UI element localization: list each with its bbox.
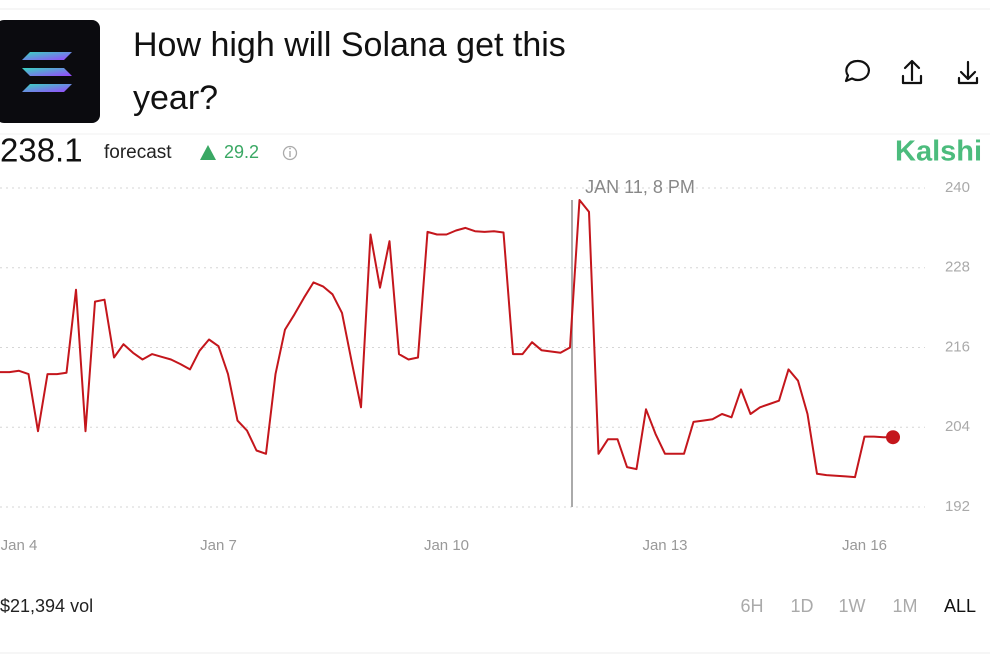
range-selector: 6H 1D 1W 1M ALL [740,596,976,616]
forecast-label: forecast [104,142,172,163]
crosshair-label: JAN 11, 8 PM [585,177,695,197]
forecast-change: 29.2 [224,142,259,162]
forecast-line [0,199,893,479]
up-arrow [200,145,216,160]
range-button[interactable]: 1M [892,596,917,616]
range-button[interactable]: 1W [839,596,866,616]
range-button[interactable]: 6H [740,596,763,616]
last-point [886,430,900,445]
y-tick-label: 228 [945,259,970,276]
download-button[interactable] [957,60,979,85]
y-tick-label: 192 [945,498,970,515]
range-button[interactable]: 1D [790,596,813,616]
brand-logo: Kalshi [895,136,982,168]
comment-button[interactable] [844,59,870,83]
market-title: year? [133,79,218,117]
info-icon[interactable] [282,145,298,161]
y-tick-label: 204 [945,418,970,435]
y-tick-label: 240 [945,179,970,196]
chart: 192 204 216 228 240 Jan 4 Jan 7 Jan 10 Jan 13 Jan… [0,177,970,554]
share-button[interactable] [901,59,923,85]
y-tick-label: 216 [945,338,970,355]
range-button[interactable]: ALL [944,596,976,616]
forecast-value: 238.1 [0,132,83,169]
x-tick-label: Jan 13 [642,537,687,554]
x-tick-label: Jan 16 [842,537,887,554]
x-tick-label: Jan 7 [200,537,237,554]
market-icon [0,20,100,123]
x-tick-label: Jan 10 [424,537,469,554]
volume: $21,394 vol [0,596,93,616]
x-tick-label: Jan 4 [1,537,38,554]
market-title: How high will Solana get this [133,26,566,64]
